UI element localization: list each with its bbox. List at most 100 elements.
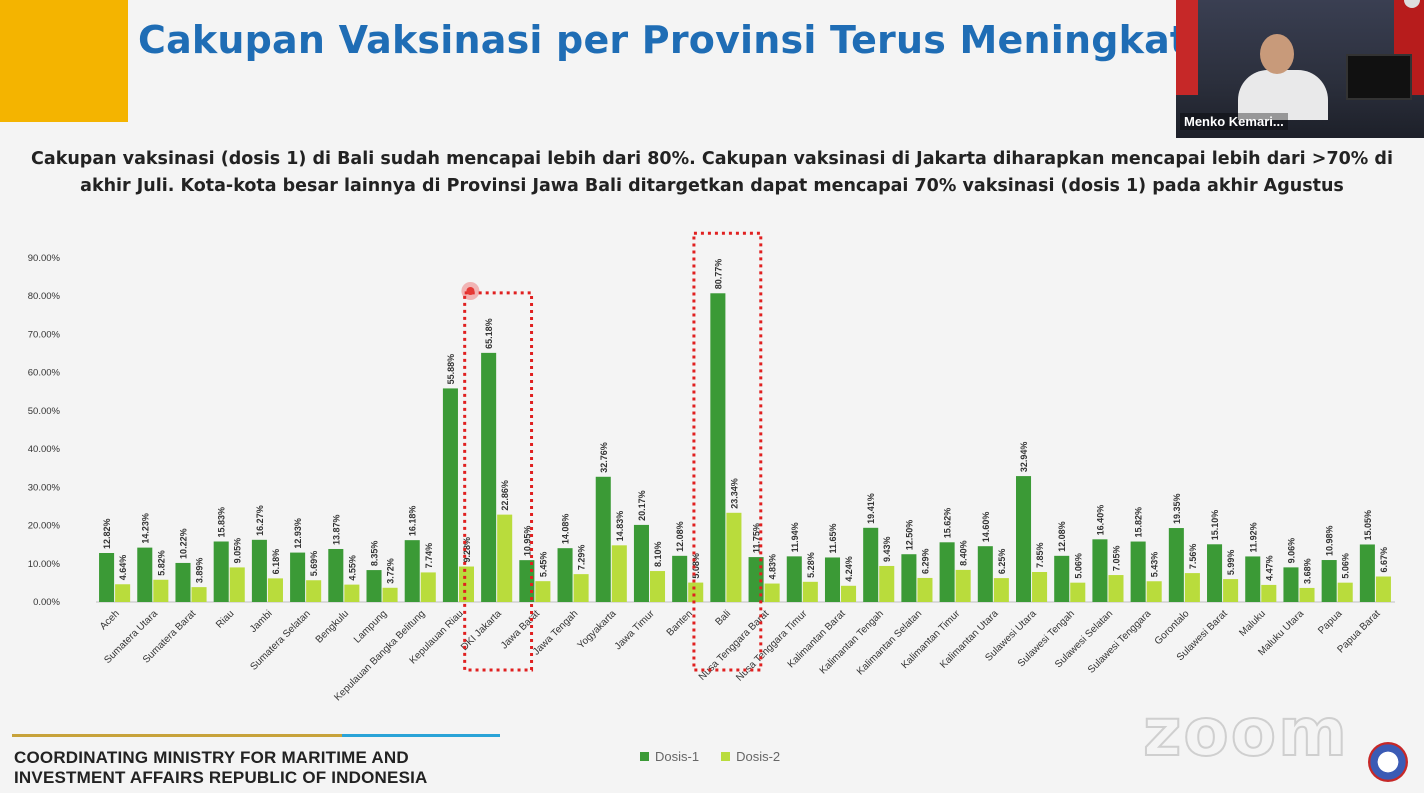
data-label: 22.86%: [500, 480, 510, 511]
data-label: 4.55%: [347, 555, 357, 581]
x-tick-label: Kalimantan Tengah: [818, 608, 886, 676]
monitor-icon: [1346, 54, 1412, 100]
bar-dosis1: [1207, 544, 1223, 602]
bar-dosis2: [1146, 581, 1162, 602]
x-tick-label: Gorontalo: [1153, 608, 1192, 647]
bar-dosis2: [1184, 573, 1200, 602]
data-label: 55.88%: [446, 354, 456, 385]
y-tick-label: 70.00%: [28, 329, 61, 340]
data-label: 6.67%: [1379, 547, 1389, 573]
bar-dosis2: [688, 582, 704, 602]
bar-dosis1: [1321, 560, 1337, 602]
bar-dosis1: [1245, 556, 1261, 602]
highlight-box: [463, 291, 534, 672]
legend-item-dosis1: Dosis-1: [640, 749, 699, 764]
data-label: 11.65%: [828, 523, 838, 553]
slide-title: Cakupan Vaksinasi per Provinsi Terus Men…: [138, 18, 1189, 62]
bar-dosis2: [229, 567, 245, 602]
data-label: 15.83%: [217, 507, 227, 538]
bar-dosis1: [939, 542, 955, 602]
bar-dosis2: [306, 580, 322, 602]
bar-dosis2: [955, 569, 971, 602]
x-tick-label: Sulawesi Tenggara: [1086, 608, 1154, 676]
data-label: 13.87%: [331, 514, 341, 545]
data-label: 8.35%: [370, 541, 380, 567]
slide-description: Cakupan vaksinasi (dosis 1) di Bali suda…: [20, 146, 1404, 200]
data-label: 16.40%: [1095, 505, 1105, 536]
legend-item-dosis2: Dosis-2: [721, 749, 780, 764]
description-line-1: Cakupan vaksinasi (dosis 1) di Bali suda…: [31, 149, 1393, 169]
x-tick-label: Bengkulu: [314, 608, 351, 645]
data-label: 23.34%: [729, 478, 739, 509]
bar-dosis2: [344, 584, 360, 602]
bar-dosis2: [1108, 575, 1124, 602]
bar-dosis2: [535, 581, 551, 602]
bar-dosis2: [841, 585, 857, 602]
bar-dosis1: [824, 557, 841, 602]
data-label: 9.43%: [882, 536, 892, 562]
data-label: 10.95%: [522, 526, 532, 557]
bar-dosis2: [153, 579, 169, 602]
bar-dosis2: [1337, 582, 1353, 602]
data-label: 12.93%: [293, 518, 303, 549]
footer-line-1: COORDINATING MINISTRY FOR MARITIME AND: [14, 748, 409, 767]
bar-dosis1: [366, 570, 382, 602]
bar-dosis2: [649, 571, 666, 602]
bar-dosis1: [557, 548, 573, 602]
data-label: 11.92%: [1248, 522, 1258, 552]
bar-dosis2: [267, 578, 283, 602]
data-label: 5.69%: [309, 551, 319, 577]
data-label: 10.22%: [178, 528, 188, 559]
data-label: 6.18%: [271, 549, 281, 575]
data-label: 5.82%: [156, 550, 166, 576]
bar-dosis1: [633, 524, 649, 602]
data-label: 65.18%: [484, 318, 494, 349]
data-label: 15.82%: [1134, 507, 1144, 538]
legend-label-dosis2: Dosis-2: [736, 749, 781, 764]
bar-dosis1: [710, 293, 726, 602]
data-label: 8.40%: [959, 540, 969, 566]
tile-menu-icon[interactable]: [1404, 0, 1420, 8]
data-label: 16.27%: [255, 505, 265, 536]
x-tick-label: Maluku: [1237, 608, 1268, 639]
data-label: 12.08%: [675, 521, 685, 552]
bar-dosis1: [786, 556, 802, 602]
description-line-2: akhir Juli. Kota-kota besar lainnya di P…: [80, 176, 1344, 196]
data-label: 15.05%: [1363, 510, 1373, 541]
bar-dosis1: [1054, 555, 1070, 602]
bar-dosis2: [420, 572, 436, 602]
bar-dosis1: [99, 552, 115, 602]
bar-dosis1: [328, 548, 344, 602]
data-label: 12.82%: [102, 518, 112, 549]
bar-dosis1: [175, 562, 191, 602]
bar-dosis1: [481, 352, 497, 602]
bar-dosis2: [764, 583, 780, 602]
x-tick-label: Papua: [1316, 608, 1345, 637]
data-label: 9.28%: [462, 537, 472, 563]
data-label: 4.47%: [1264, 555, 1274, 581]
bar-dosis1: [137, 547, 153, 602]
bar-dosis2: [1375, 576, 1391, 602]
data-label: 5.43%: [1150, 552, 1160, 578]
data-label: 32.94%: [1019, 442, 1029, 473]
bar-dosis2: [879, 565, 895, 602]
data-label: 15.10%: [1210, 510, 1220, 541]
bar-dosis1: [901, 554, 917, 602]
data-label: 6.25%: [997, 549, 1007, 575]
bar-dosis1: [1092, 539, 1108, 602]
emblem-logo: [1368, 742, 1408, 782]
bar-dosis1: [404, 540, 420, 602]
bar-dosis1: [213, 541, 229, 602]
bar-dosis2: [573, 574, 589, 602]
bar-dosis2: [115, 584, 131, 602]
x-tick-label: Kalimantan Selatan: [855, 608, 924, 677]
data-label: 7.29%: [577, 545, 587, 571]
data-label: 3.68%: [1303, 558, 1313, 584]
y-tick-label: 40.00%: [28, 444, 61, 455]
data-label: 11.94%: [790, 522, 800, 552]
x-tick-label: Lampung: [352, 608, 389, 645]
data-label: 20.17%: [637, 490, 647, 521]
data-label: 15.62%: [943, 508, 953, 539]
bar-dosis1: [442, 388, 458, 602]
participant-video-tile[interactable]: Menko Kemari...: [1176, 0, 1424, 138]
